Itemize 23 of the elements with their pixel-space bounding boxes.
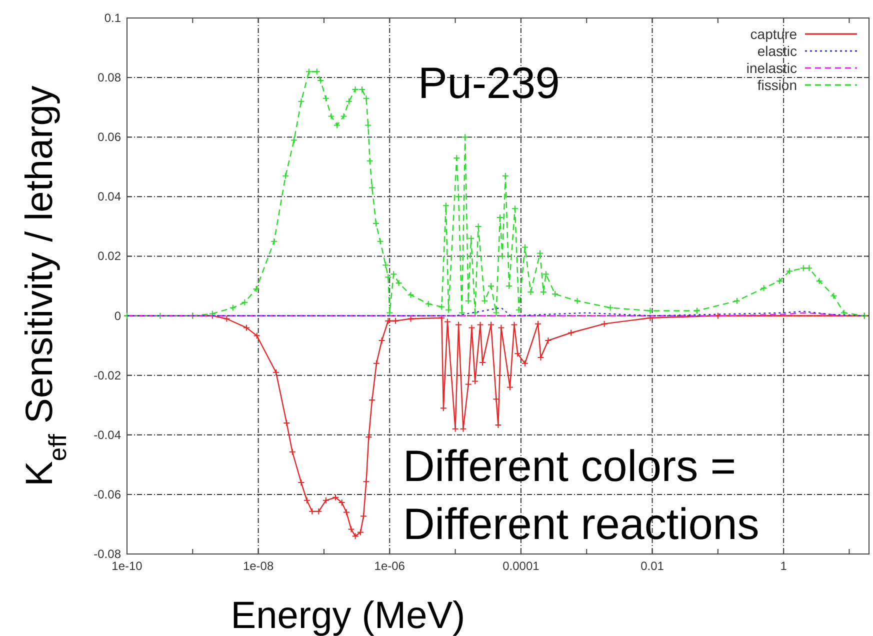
x-tick-label: 1e-10 <box>112 559 143 573</box>
x-axis-title: Energy (MeV) <box>230 595 466 636</box>
y-tick-label: 0.1 <box>104 11 122 25</box>
x-tick-label: 0.0001 <box>502 559 540 573</box>
legend-label: inelastic <box>746 60 797 76</box>
annotation: Pu-239 <box>418 59 560 108</box>
y-tick-label: 0.02 <box>98 249 122 264</box>
annotation: Different colors = Different reactions <box>403 442 760 549</box>
y-tick-label: 0.08 <box>98 70 122 85</box>
x-tick-label: 0.01 <box>640 559 664 573</box>
y-tick-label: -0.06 <box>94 487 122 502</box>
y-tick-label: -0.08 <box>94 547 122 561</box>
x-tick-label: 1e-06 <box>374 559 406 573</box>
legend-label: capture <box>750 26 798 42</box>
legend-label: fission <box>757 77 797 93</box>
y-tick-label: -0.02 <box>94 368 122 382</box>
x-tick-label: 1e-08 <box>242 559 274 573</box>
y-tick-label: -0.04 <box>94 428 122 442</box>
y-tick-label: 0.04 <box>98 190 122 204</box>
legend-label: elastic <box>757 43 797 59</box>
x-tick-label: 1 <box>780 559 788 573</box>
y-tick-label: 0 <box>114 308 122 323</box>
y-tick-label: 0.06 <box>98 130 122 144</box>
